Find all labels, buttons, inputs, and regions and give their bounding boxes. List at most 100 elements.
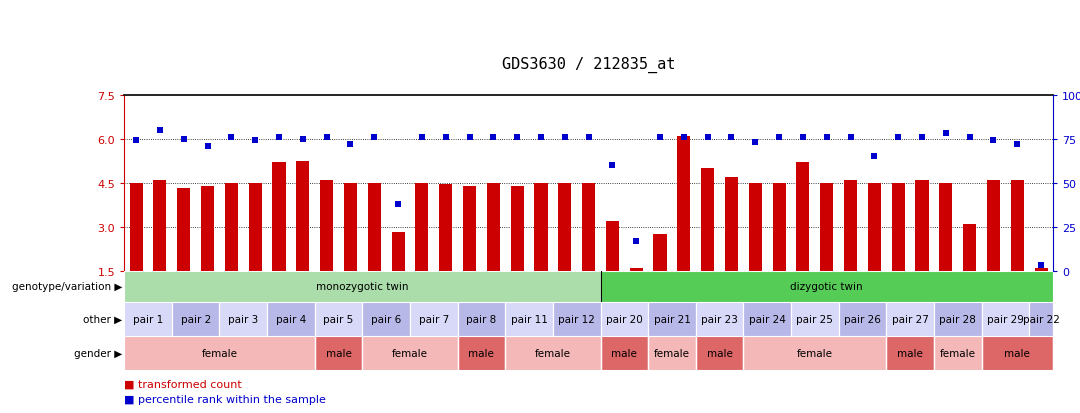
Bar	[1035, 268, 1048, 271]
Point	[175, 136, 192, 142]
Bar	[653, 234, 666, 271]
Point	[627, 238, 645, 244]
Point	[532, 134, 550, 141]
Bar	[892, 183, 905, 271]
Text: pair 5: pair 5	[323, 314, 353, 324]
Text: pair 24: pair 24	[748, 314, 785, 324]
Bar	[248, 183, 261, 271]
Text: gender ▶: gender ▶	[73, 348, 122, 358]
Point	[794, 134, 811, 141]
Text: ■ percentile rank within the sample: ■ percentile rank within the sample	[124, 394, 326, 404]
Point	[1032, 262, 1050, 269]
Point	[318, 134, 335, 141]
Bar	[553, 302, 600, 336]
Text: pair 1: pair 1	[133, 314, 163, 324]
Text: female: female	[202, 348, 238, 358]
Bar	[343, 183, 357, 271]
Bar	[820, 183, 834, 271]
Bar	[606, 221, 619, 271]
Bar	[1011, 180, 1024, 271]
Bar	[392, 233, 405, 271]
Bar	[987, 180, 1000, 271]
Bar	[887, 336, 934, 370]
Text: pair 7: pair 7	[419, 314, 449, 324]
Point	[414, 134, 431, 141]
Text: female: female	[535, 348, 571, 358]
Bar	[796, 163, 810, 271]
Point	[151, 127, 168, 134]
Bar	[367, 183, 381, 271]
Point	[914, 134, 931, 141]
Text: pair 11: pair 11	[511, 314, 548, 324]
Point	[819, 134, 836, 141]
Bar	[1029, 302, 1053, 336]
Text: GDS3630 / 212835_at: GDS3630 / 212835_at	[502, 57, 675, 73]
Point	[366, 134, 383, 141]
Bar	[600, 336, 648, 370]
Bar	[440, 185, 453, 271]
Bar	[124, 336, 314, 370]
Point	[509, 134, 526, 141]
Bar	[267, 302, 314, 336]
Bar	[845, 180, 858, 271]
Point	[1009, 141, 1026, 148]
Text: male: male	[706, 348, 732, 358]
Text: pair 4: pair 4	[275, 314, 306, 324]
Text: female: female	[654, 348, 690, 358]
Text: female: female	[392, 348, 428, 358]
Point	[723, 134, 740, 141]
Text: pair 29: pair 29	[987, 314, 1024, 324]
Bar	[535, 183, 548, 271]
Bar	[743, 302, 791, 336]
Point	[222, 134, 240, 141]
Bar	[410, 302, 458, 336]
Bar	[201, 186, 214, 271]
Bar	[916, 180, 929, 271]
Point	[270, 134, 287, 141]
Text: male: male	[325, 348, 351, 358]
Bar	[839, 302, 887, 336]
Bar	[458, 302, 505, 336]
Bar	[505, 336, 600, 370]
Text: pair 6: pair 6	[372, 314, 402, 324]
Bar	[314, 336, 363, 370]
Point	[556, 134, 573, 141]
Text: pair 20: pair 20	[606, 314, 643, 324]
Text: female: female	[797, 348, 833, 358]
Point	[985, 138, 1002, 145]
Bar	[934, 302, 982, 336]
Text: genotype/variation ▶: genotype/variation ▶	[12, 281, 122, 292]
Bar	[177, 189, 190, 271]
Bar	[153, 180, 166, 271]
Bar	[887, 302, 934, 336]
Point	[199, 143, 216, 150]
Point	[246, 138, 264, 145]
Bar	[648, 302, 696, 336]
Point	[485, 134, 502, 141]
Point	[675, 134, 692, 141]
Bar	[511, 186, 524, 271]
Bar	[696, 336, 743, 370]
Point	[866, 154, 883, 160]
Bar	[582, 183, 595, 271]
Bar	[600, 302, 648, 336]
Bar	[982, 302, 1029, 336]
Bar	[225, 183, 238, 271]
Point	[580, 134, 597, 141]
Bar	[172, 302, 219, 336]
Text: pair 21: pair 21	[653, 314, 690, 324]
Point	[604, 162, 621, 169]
Bar	[124, 302, 172, 336]
Bar	[314, 302, 363, 336]
Bar	[320, 180, 333, 271]
Text: male: male	[611, 348, 637, 358]
Bar	[868, 183, 881, 271]
Point	[961, 134, 978, 141]
Bar	[130, 183, 143, 271]
Text: pair 2: pair 2	[180, 314, 211, 324]
Point	[461, 134, 478, 141]
Bar	[748, 183, 761, 271]
Bar	[772, 183, 785, 271]
Bar	[696, 302, 743, 336]
Point	[937, 131, 955, 137]
